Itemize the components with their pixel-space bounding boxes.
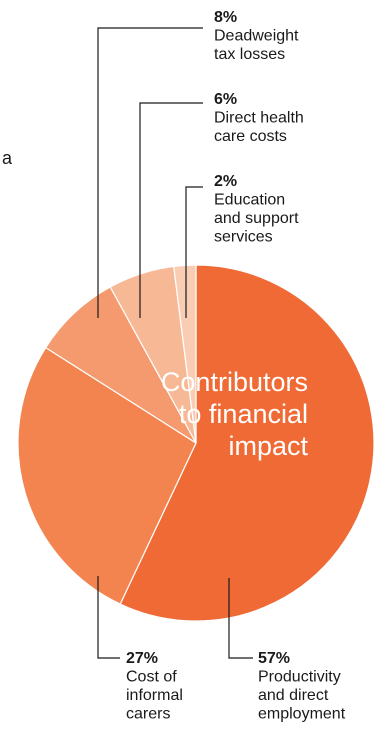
pie-slice [44,286,197,444]
leader-line [185,186,203,318]
leader-line [228,578,253,659]
center-label-line: impact [228,431,308,461]
leader-line [97,27,203,318]
pie-slices [17,264,375,622]
pie-slice [173,264,197,444]
slice-category-label: informal [126,687,183,704]
center-label-line: to financial [179,399,308,429]
slice-category-label: employment [258,706,346,723]
slice-category-label: Productivity [258,669,341,686]
slice-category-label: Education [214,192,285,209]
slice-percent-label: 27% [126,650,158,667]
slice-category-label: and support [214,210,299,227]
slice-category-label: Deadweight [214,28,299,45]
center-label: Contributors to financial impact [161,367,309,461]
slice-category-label: Direct health [214,110,304,127]
slice-percent-label: 57% [258,650,290,667]
slice-percent-label: 6% [214,91,237,108]
slice-category-label: Cost of [126,669,177,686]
pie-slice [119,264,375,622]
slice-category-label: care costs [214,128,287,145]
slice-category-label: carers [126,706,170,723]
leader-line [97,576,120,659]
center-label-line: Contributors [161,367,308,397]
pie-slice [17,346,197,605]
slice-category-label: and direct [258,687,329,704]
stray-text: a [2,148,13,168]
slice-category-label: tax losses [214,46,285,63]
slice-percent-label: 8% [214,9,237,26]
slice-category-label: services [214,229,273,246]
leader-lines [97,27,253,659]
leader-line [139,102,203,318]
slice-percent-label: 2% [214,173,237,190]
